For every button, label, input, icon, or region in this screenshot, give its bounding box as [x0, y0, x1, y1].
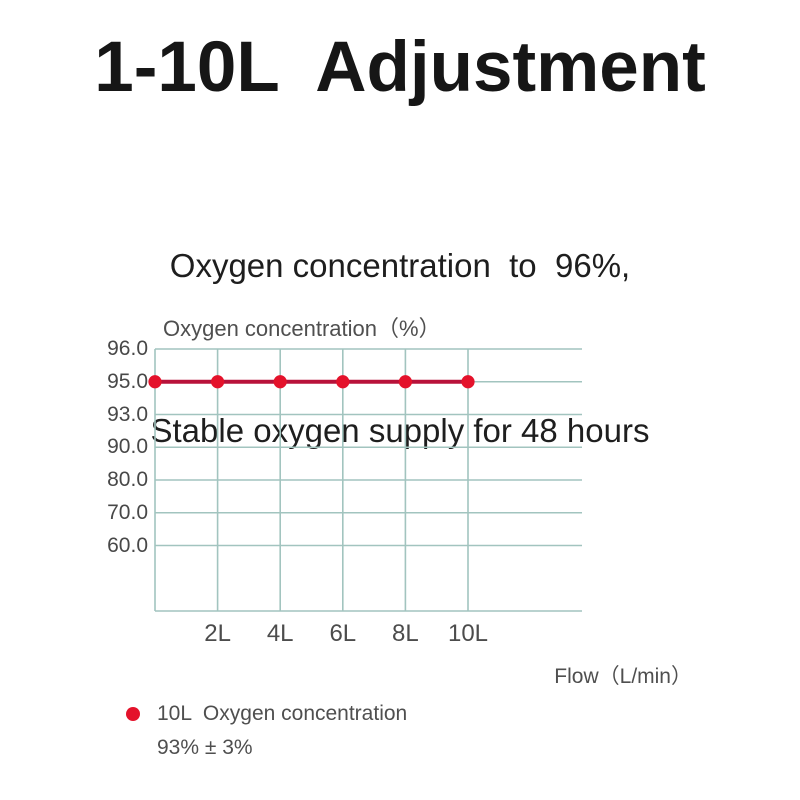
data-point — [398, 375, 412, 389]
y-tick-label: 70.0 — [107, 500, 148, 524]
y-tick-label: 80.0 — [107, 468, 148, 491]
legend-tolerance-label: 93% ± 3% — [157, 736, 253, 759]
y-tick-label: 95.0 — [107, 369, 148, 393]
data-point — [273, 375, 287, 389]
x-tick-label: 8L — [392, 620, 419, 647]
x-tick-label: 6L — [329, 620, 357, 647]
y-tick-label: 90.0 — [107, 435, 148, 459]
x-tick-label: 10L — [447, 620, 489, 647]
page-subtitle: Oxygen concentration to 96%, Stable oxyg… — [0, 128, 800, 568]
legend-series-label: 10L Oxygen concentration — [157, 702, 408, 725]
data-point — [461, 375, 475, 389]
legend-marker-dot — [126, 707, 140, 721]
x-axis-title: Flow（L/min） — [554, 665, 692, 688]
subtitle-line-2: Stable oxygen supply for 48 hours — [150, 412, 650, 449]
data-point — [148, 375, 162, 389]
data-point — [211, 375, 225, 389]
x-tick-label: 4L — [266, 620, 294, 647]
x-tick-label: 2L — [204, 620, 231, 647]
page-title: 1-10L Adjustment — [94, 28, 706, 107]
y-tick-label: 60.0 — [107, 533, 148, 557]
subtitle-line-1: Oxygen concentration to 96%, — [169, 247, 631, 284]
chart-title: Oxygen concentration（%） — [163, 316, 441, 341]
y-tick-label: 96.0 — [107, 337, 148, 360]
y-tick-label: 93.0 — [107, 402, 148, 426]
data-point — [336, 375, 350, 389]
